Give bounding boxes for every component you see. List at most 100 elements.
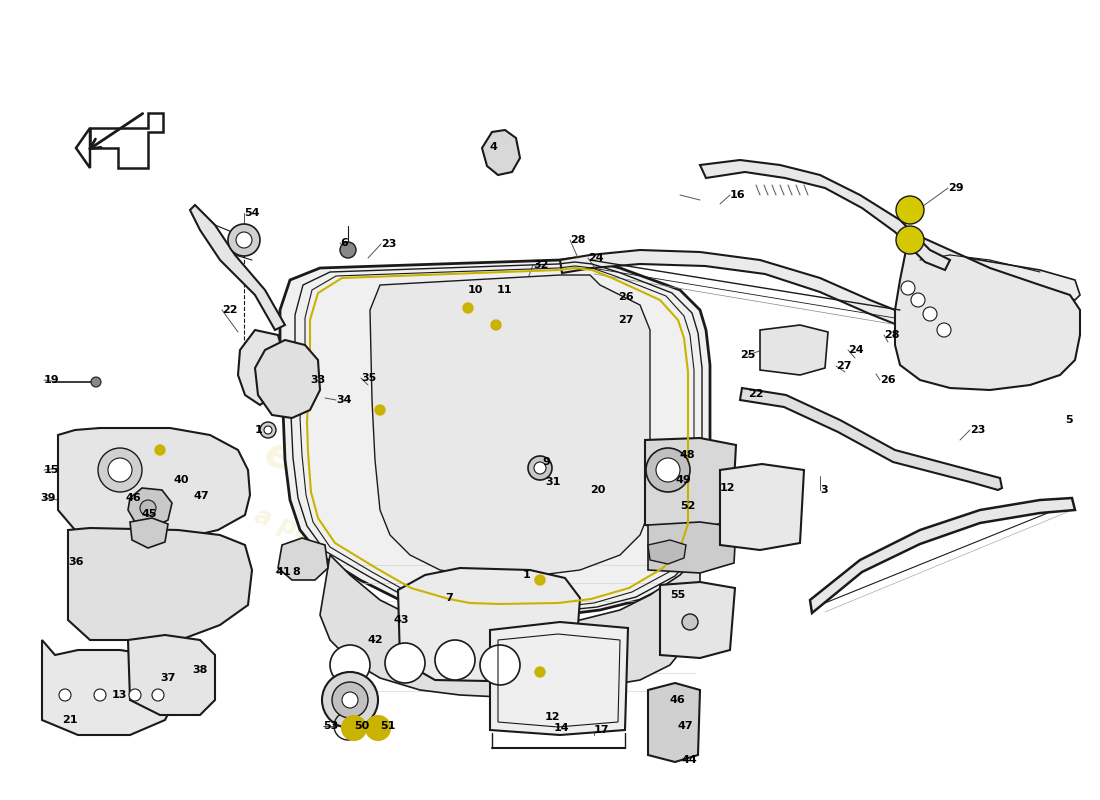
Text: 1: 1 xyxy=(522,570,530,580)
Text: 23: 23 xyxy=(970,425,986,435)
Polygon shape xyxy=(190,205,285,330)
Polygon shape xyxy=(648,522,736,573)
Polygon shape xyxy=(482,130,520,175)
Text: 31: 31 xyxy=(544,477,560,487)
Circle shape xyxy=(901,281,915,295)
Text: 29: 29 xyxy=(948,183,964,193)
Text: 36: 36 xyxy=(68,557,84,567)
Polygon shape xyxy=(560,250,996,360)
Circle shape xyxy=(911,293,925,307)
Circle shape xyxy=(528,456,552,480)
Polygon shape xyxy=(700,160,950,270)
Text: 19: 19 xyxy=(44,375,59,385)
Circle shape xyxy=(937,323,952,337)
Text: 13: 13 xyxy=(112,690,128,700)
Text: a passion for parts: a passion for parts xyxy=(251,503,509,617)
Text: 12: 12 xyxy=(720,483,736,493)
Polygon shape xyxy=(58,428,250,540)
Circle shape xyxy=(340,242,356,258)
Text: 10: 10 xyxy=(468,285,483,295)
Circle shape xyxy=(923,307,937,321)
Text: 34: 34 xyxy=(336,395,352,405)
Text: 50: 50 xyxy=(354,721,370,731)
Text: 24: 24 xyxy=(848,345,864,355)
Text: 27: 27 xyxy=(618,315,634,325)
Polygon shape xyxy=(398,568,580,682)
Text: 14: 14 xyxy=(554,723,570,733)
Text: 32: 32 xyxy=(534,260,549,270)
Text: 43: 43 xyxy=(393,615,408,625)
Text: 46: 46 xyxy=(126,493,142,503)
Polygon shape xyxy=(490,622,628,735)
Text: 54: 54 xyxy=(244,208,260,218)
Circle shape xyxy=(534,462,546,474)
Circle shape xyxy=(682,614,698,630)
Circle shape xyxy=(434,640,475,680)
Text: 44: 44 xyxy=(682,755,697,765)
Text: 45: 45 xyxy=(142,509,157,519)
Circle shape xyxy=(155,445,165,455)
Circle shape xyxy=(236,232,252,248)
Polygon shape xyxy=(645,438,736,530)
Text: 20: 20 xyxy=(590,485,605,495)
Text: 49: 49 xyxy=(676,475,692,485)
Text: 26: 26 xyxy=(618,292,634,302)
Polygon shape xyxy=(648,540,686,564)
Text: 5: 5 xyxy=(1065,415,1072,425)
Text: 35: 35 xyxy=(361,373,376,383)
Polygon shape xyxy=(660,582,735,658)
Text: 42: 42 xyxy=(368,635,384,645)
Circle shape xyxy=(535,575,544,585)
Text: 37: 37 xyxy=(160,673,175,683)
Circle shape xyxy=(896,226,924,254)
Text: 22: 22 xyxy=(222,305,238,315)
Text: 52: 52 xyxy=(680,501,695,511)
Polygon shape xyxy=(68,528,252,640)
Text: 55: 55 xyxy=(670,590,685,600)
Text: 9: 9 xyxy=(542,457,550,467)
Text: 23: 23 xyxy=(381,239,396,249)
Text: 22: 22 xyxy=(748,389,763,399)
Text: 48: 48 xyxy=(680,450,695,460)
Circle shape xyxy=(342,692,358,708)
Circle shape xyxy=(91,377,101,387)
Polygon shape xyxy=(255,340,320,418)
Text: 8: 8 xyxy=(292,567,299,577)
Circle shape xyxy=(260,422,276,438)
Polygon shape xyxy=(760,325,828,375)
Circle shape xyxy=(342,716,366,740)
Text: 4: 4 xyxy=(490,142,498,152)
Text: 38: 38 xyxy=(192,665,208,675)
Text: 7: 7 xyxy=(446,593,453,603)
Polygon shape xyxy=(238,330,285,405)
Polygon shape xyxy=(128,635,214,715)
Text: 21: 21 xyxy=(62,715,77,725)
Text: 28: 28 xyxy=(570,235,585,245)
Text: 28: 28 xyxy=(884,330,900,340)
Polygon shape xyxy=(278,538,328,580)
Text: 39: 39 xyxy=(40,493,55,503)
Circle shape xyxy=(656,458,680,482)
Text: 41: 41 xyxy=(276,567,292,577)
Circle shape xyxy=(94,689,106,701)
Polygon shape xyxy=(320,555,700,697)
Circle shape xyxy=(59,689,72,701)
Polygon shape xyxy=(280,258,710,616)
Text: 17: 17 xyxy=(594,725,609,735)
Circle shape xyxy=(152,689,164,701)
Text: 12: 12 xyxy=(544,712,561,722)
Circle shape xyxy=(322,672,378,728)
Circle shape xyxy=(98,448,142,492)
Text: 3: 3 xyxy=(820,485,827,495)
Circle shape xyxy=(375,405,385,415)
Text: 47: 47 xyxy=(194,491,210,501)
Circle shape xyxy=(108,458,132,482)
Text: 51: 51 xyxy=(379,721,395,731)
Text: 16: 16 xyxy=(730,190,746,200)
Circle shape xyxy=(332,682,368,718)
Circle shape xyxy=(463,303,473,313)
Text: 26: 26 xyxy=(880,375,895,385)
Text: 11: 11 xyxy=(497,285,513,295)
Polygon shape xyxy=(130,518,168,548)
Text: 6: 6 xyxy=(340,238,348,248)
